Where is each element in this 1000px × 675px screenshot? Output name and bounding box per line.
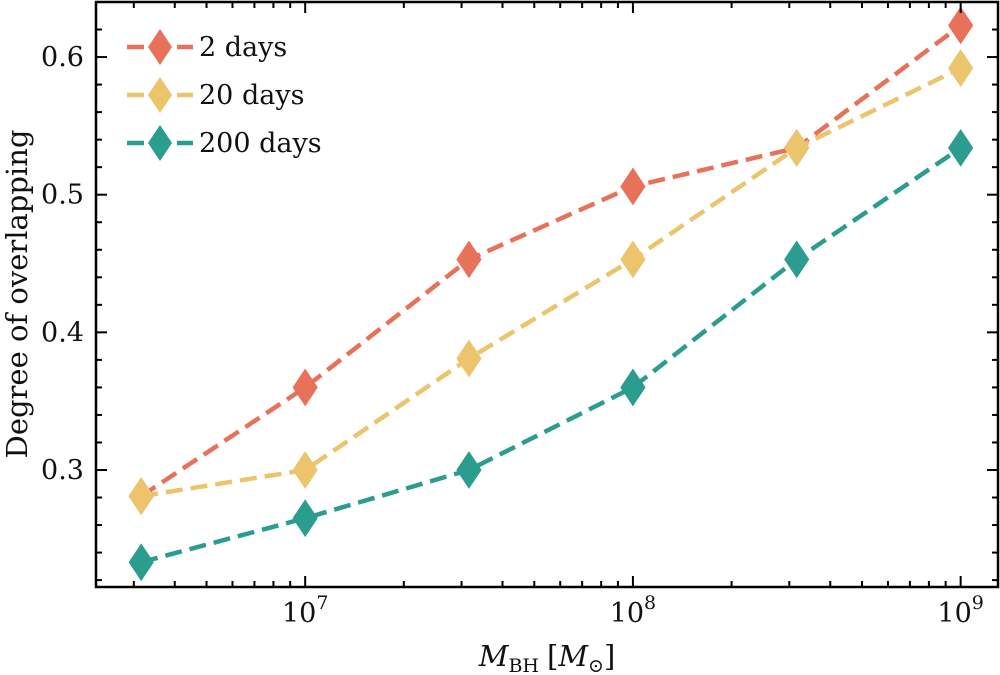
x-axis-label: MBH [M⊙] [478,639,616,675]
series-1-point [292,368,318,407]
series-3-point [948,129,974,167]
y-axis-label: Degree of overlapping [0,130,34,459]
series-line-3 [140,146,962,565]
series-2-point [784,129,810,167]
legend: 2 days 20 days 200 days [127,29,322,161]
series-3-point [784,240,810,279]
series-3-point [292,499,318,538]
series-1-point [456,240,482,279]
legend-marker-1 [148,29,172,65]
series-markers [128,6,974,582]
series-line-2 [140,66,962,499]
series-lines [139,23,963,565]
series-3-point [620,368,646,407]
plot-frame [94,0,1000,589]
series-2-point [292,451,318,489]
legend-label-2: 20 days [199,80,304,111]
x-tick-label: 107 [282,592,328,629]
series-line-1 [139,23,963,499]
y-tick-label: 0.6 [41,42,84,73]
legend-marker-2 [148,77,172,113]
series-2-point [948,49,974,87]
tick-labels: 107 108 109 0.3 0.4 0.5 0.6 [41,42,984,629]
series-3-point [128,543,154,582]
y-tick-label: 0.5 [41,180,84,211]
series-1-point [620,167,646,206]
x-tick-label: 108 [610,592,656,629]
legend-label-3: 200 days [199,128,322,159]
series-2-point [456,339,482,378]
series-2-point [128,477,154,516]
x-tick-label: 109 [937,592,983,629]
series-1-point [948,6,974,45]
y-tick-label: 0.3 [41,455,84,486]
legend-label-1: 2 days [199,32,287,63]
series-3-point [456,451,482,489]
y-tick-label: 0.4 [41,317,84,348]
legend-marker-3 [148,125,172,161]
series-2-point [620,240,646,279]
